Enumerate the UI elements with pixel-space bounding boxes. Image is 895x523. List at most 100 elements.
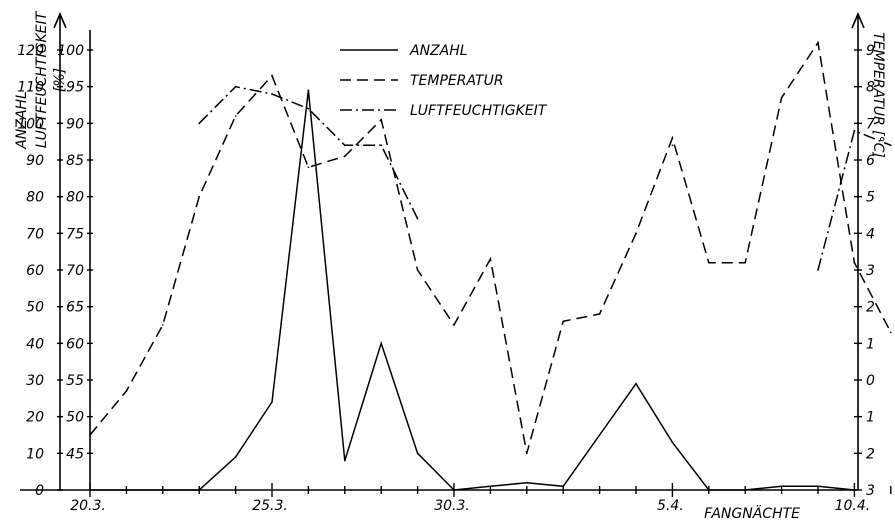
series-line-0: [90, 90, 855, 491]
series-0-point: [162, 489, 164, 491]
series-1-point: [780, 96, 783, 99]
series-1-point: [853, 261, 856, 264]
humidity-tick-label: 60: [66, 336, 84, 352]
anzahl-tick-label: 120: [17, 43, 44, 59]
humidity-tick-label: 50: [66, 410, 84, 426]
anzahl-tick-label: 20: [26, 410, 44, 426]
x-tick-label: 25.3.: [252, 498, 288, 514]
series-1-point: [671, 137, 674, 139]
series-0-point: [453, 489, 455, 491]
series-1-point: [817, 41, 819, 44]
humidity-tick-label: 90: [66, 116, 84, 132]
y-axis-title-humidity: LUFTFEUCHTIGKEIT: [34, 10, 50, 148]
humidity-tick-label: 85: [66, 153, 84, 169]
temperature-tick-label: 3: [866, 483, 875, 499]
series-1-point: [125, 390, 128, 392]
left-axis-arrow: [53, 11, 67, 29]
series-0-point: [744, 489, 746, 491]
series-0-point: [89, 489, 91, 491]
temperature-tick-label: 9: [866, 43, 875, 59]
series-1-point: [562, 320, 564, 323]
series-0-point: [780, 485, 783, 488]
series-2-point: [307, 107, 310, 110]
anzahl-tick-label: 0: [35, 483, 44, 499]
anzahl-tick-label: 110: [17, 80, 44, 96]
series-1-point: [89, 434, 91, 436]
series-1-point: [307, 166, 310, 169]
series-1-point: [344, 155, 346, 158]
series-2-point: [416, 217, 419, 220]
series-0-point: [125, 489, 128, 491]
anzahl-tick-label: 70: [26, 226, 44, 242]
humidity-tick-label: 95: [66, 80, 84, 96]
series-0-point: [307, 89, 310, 92]
x-axis-title: FANGNÄCHTE: [704, 504, 800, 522]
x-tick-label: 10.4.: [835, 498, 871, 514]
anzahl-tick-label: 30: [26, 373, 44, 389]
x-tick-label: 30.3.: [434, 498, 470, 514]
series-0-point: [817, 485, 819, 488]
legend-label: LUFTFEUCHTIGKEIT: [410, 103, 548, 119]
anzahl-tick-label: 90: [26, 153, 44, 169]
series-2-point: [344, 144, 346, 147]
temperature-tick-label: 8: [866, 80, 875, 96]
series-0-point: [526, 481, 528, 484]
series-2-point: [234, 85, 237, 88]
temperature-tick-label: 6: [866, 153, 875, 169]
axis-titles: ANZAHL LUFTFEUCHTIGKEIT [%] TEMPERATUR [°C]…: [14, 10, 886, 522]
temperature-tick-label: 4: [866, 226, 875, 242]
series-0-point: [671, 441, 674, 444]
anzahl-tick-label: 50: [26, 300, 44, 316]
series-0-point: [344, 459, 346, 462]
temperature-tick-label: 3: [866, 263, 875, 279]
right-axis-arrow: [851, 11, 865, 29]
series-2-point: [271, 93, 273, 95]
x-tick-label: 20.3.: [70, 498, 106, 514]
anzahl-tick-label: 60: [26, 263, 44, 279]
series-1-point: [598, 313, 601, 315]
temperature-tick-label: 2: [866, 446, 875, 462]
series-0-point: [380, 342, 383, 345]
humidity-tick-label: 70: [66, 263, 84, 279]
series-1-point: [526, 452, 528, 455]
series-2-point: [890, 144, 892, 147]
series-0-point: [234, 456, 237, 458]
series-0-point: [853, 489, 856, 491]
humidity-tick-label: 65: [66, 300, 84, 316]
series-1-point: [708, 261, 710, 264]
series-1-point: [890, 331, 892, 334]
series-0-point: [635, 382, 637, 385]
series-2-point: [198, 122, 200, 125]
anzahl-tick-label: 80: [26, 190, 44, 206]
humidity-tick-label: 75: [66, 226, 84, 242]
series-0-point: [271, 401, 273, 403]
humidity-tick-label: 55: [66, 373, 84, 389]
series-0-point: [562, 485, 564, 488]
series: [89, 40, 892, 491]
series-1-point: [453, 324, 455, 326]
series-1-point: [162, 324, 164, 326]
temperature-tick-label: 7: [866, 116, 875, 132]
legend-label: TEMPERATUR: [410, 73, 504, 89]
series-0-point: [198, 489, 200, 491]
series-2-point: [380, 144, 383, 147]
series-1-point: [489, 258, 492, 260]
temperature-tick-label: 0: [866, 373, 875, 389]
temperature-tick-label: 1: [866, 410, 875, 426]
temperature-tick-label: 2: [866, 300, 875, 316]
x-tick-label: 5.4.: [657, 498, 684, 514]
legend-label: ANZAHL: [409, 43, 468, 59]
series-1-point: [744, 261, 746, 264]
series-2-point: [817, 269, 819, 271]
series-1-point: [271, 74, 273, 77]
series-0-point: [489, 485, 492, 488]
humidity-tick-label: 45: [66, 446, 84, 462]
series-1-point: [234, 115, 237, 117]
series-0-point: [708, 489, 710, 491]
humidity-tick-label: 100: [57, 43, 84, 59]
legend: ANZAHL TEMPERATUR LUFTFEUCHTIGKEIT: [340, 43, 548, 119]
series-0-point: [598, 434, 601, 436]
series-1-point: [380, 118, 383, 121]
temperature-tick-label: 1: [866, 336, 875, 352]
humidity-tick-label: 80: [66, 190, 84, 206]
